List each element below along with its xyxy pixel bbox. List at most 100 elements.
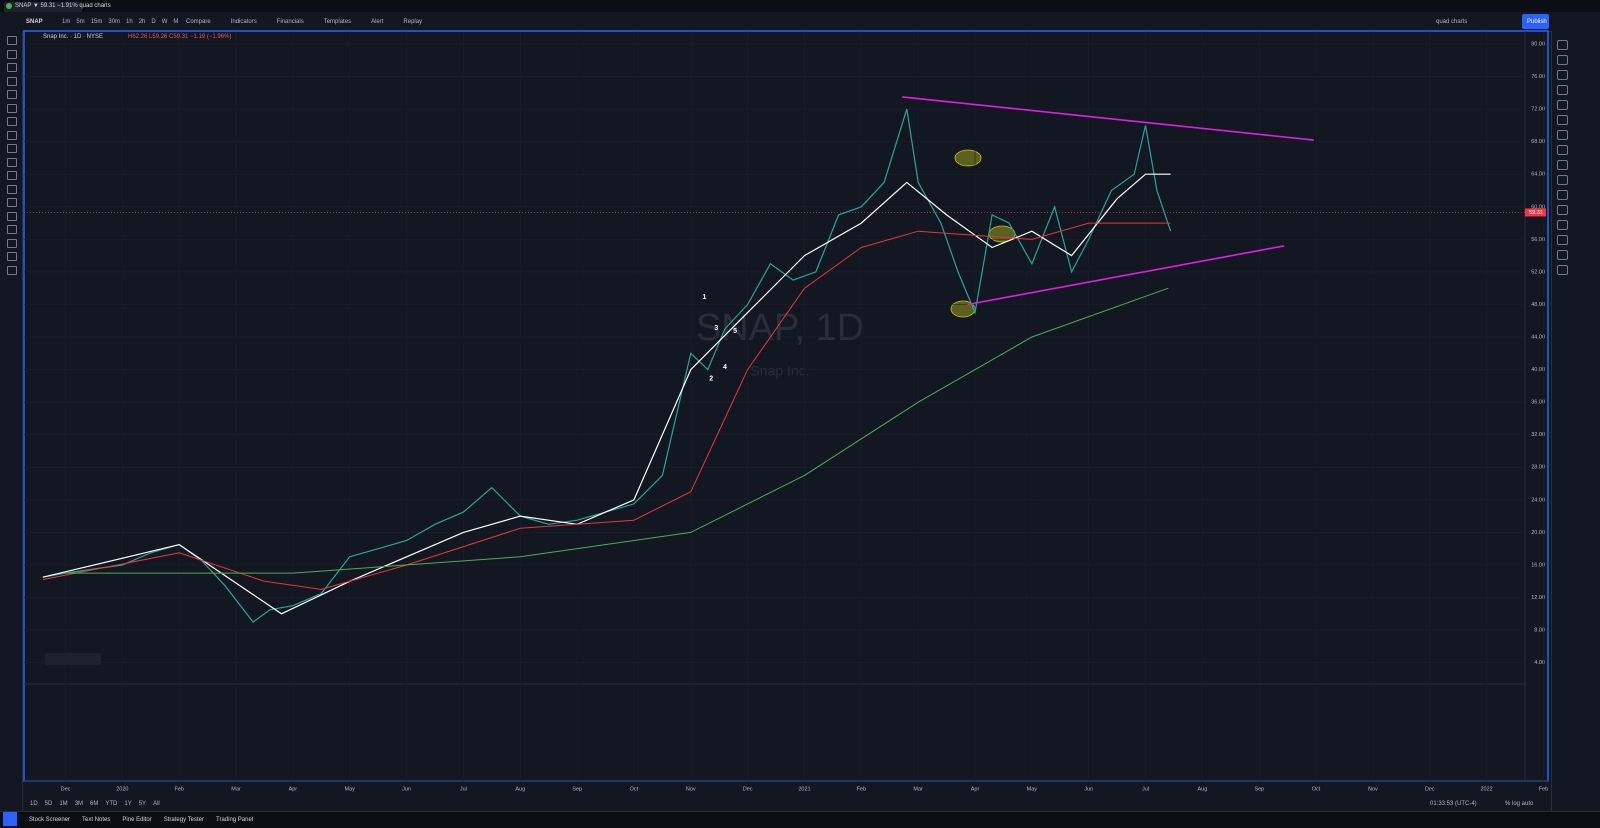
tool-icon[interactable] bbox=[7, 36, 17, 45]
interval-button[interactable]: 1m bbox=[62, 19, 71, 25]
ellipse-drawing[interactable] bbox=[954, 149, 982, 167]
y-tick-label: 4.00 bbox=[1534, 660, 1545, 666]
annotation: 3 bbox=[714, 325, 718, 332]
tool-icon[interactable] bbox=[7, 63, 17, 72]
tool-icon[interactable] bbox=[7, 117, 17, 126]
range-button[interactable]: YTD bbox=[105, 801, 118, 807]
range-button[interactable]: 1M bbox=[59, 801, 68, 807]
panel-tab[interactable]: Strategy Tester bbox=[163, 817, 204, 823]
sidebar-icon[interactable] bbox=[1557, 100, 1568, 110]
sidebar-icon[interactable] bbox=[1557, 115, 1568, 125]
range-button[interactable]: 3M bbox=[74, 801, 84, 807]
sidebar-icon[interactable] bbox=[1557, 70, 1568, 80]
tool-icon[interactable] bbox=[7, 76, 17, 86]
y-tick-label: 56.00 bbox=[1531, 237, 1545, 243]
toolbar-button[interactable]: Templates bbox=[323, 19, 352, 25]
y-tick-label: 20.00 bbox=[1531, 530, 1545, 536]
publish-button[interactable]: Publish bbox=[1527, 19, 1547, 25]
y-tick-label: 36.00 bbox=[1531, 400, 1545, 406]
sidebar-icon[interactable] bbox=[1557, 145, 1568, 155]
toolbar-button[interactable]: Alert bbox=[371, 19, 384, 25]
tool-icon[interactable] bbox=[7, 265, 17, 275]
range-button[interactable]: 1Y bbox=[124, 801, 132, 807]
panel-tab[interactable]: Text Notes bbox=[82, 817, 111, 823]
layout-name[interactable]: quad charts bbox=[1436, 19, 1468, 25]
sidebar-icon[interactable] bbox=[1557, 265, 1568, 275]
x-tick-label: Jul bbox=[1142, 786, 1149, 792]
sidebar-icon[interactable] bbox=[1557, 160, 1568, 170]
tool-icon[interactable] bbox=[7, 130, 17, 140]
range-button[interactable]: 5Y bbox=[138, 801, 147, 807]
y-tick-label: 80.00 bbox=[1531, 41, 1545, 47]
x-tick-label: Dec bbox=[61, 786, 71, 792]
chart-frame bbox=[23, 30, 1549, 782]
browser-tab[interactable] bbox=[4, 2, 82, 12]
sidebar-icon[interactable] bbox=[1557, 55, 1568, 65]
tool-icon[interactable] bbox=[7, 225, 17, 234]
range-button[interactable]: 5D bbox=[44, 801, 53, 807]
interval-button[interactable]: W bbox=[161, 19, 168, 25]
interval-button[interactable]: 2h bbox=[138, 19, 146, 25]
y-tick-label: 44.00 bbox=[1531, 335, 1545, 341]
tool-icon[interactable] bbox=[7, 90, 17, 99]
x-tick-label: May bbox=[345, 786, 356, 792]
sidebar-icon[interactable] bbox=[1557, 40, 1568, 50]
panel-tab[interactable]: Stock Screener bbox=[29, 817, 71, 823]
range-button[interactable]: 6M bbox=[90, 801, 99, 807]
x-tick-label: 2020 bbox=[116, 786, 128, 792]
tool-icon[interactable] bbox=[7, 198, 17, 207]
tool-icon[interactable] bbox=[7, 211, 17, 221]
tool-icon[interactable] bbox=[7, 49, 17, 59]
trendline bbox=[902, 96, 1314, 141]
interval-button[interactable]: 5m bbox=[76, 19, 85, 25]
y-tick-label: 48.00 bbox=[1531, 302, 1545, 308]
toolbar-button[interactable]: Replay bbox=[403, 19, 423, 25]
x-tick-label: Sep bbox=[1254, 786, 1264, 792]
x-tick-label: Feb bbox=[174, 786, 183, 792]
range-button[interactable]: All bbox=[153, 801, 160, 807]
sidebar-icon[interactable] bbox=[1557, 205, 1568, 215]
tool-icon[interactable] bbox=[7, 184, 17, 194]
sidebar-icon[interactable] bbox=[1557, 235, 1568, 245]
y-tick-label: 64.00 bbox=[1531, 172, 1545, 178]
panel-toggle[interactable] bbox=[3, 812, 17, 826]
sidebar-icon[interactable] bbox=[1557, 250, 1568, 260]
sidebar-icon[interactable] bbox=[1557, 220, 1568, 230]
tab-title[interactable]: SNAP ▼ 59.31 −1.91% quad charts bbox=[15, 3, 111, 9]
clock: 01:33:53 (UTC-4) bbox=[1430, 801, 1477, 807]
panel-tabs: Stock Screener Text Notes Pine Editor Strat… bbox=[29, 816, 253, 824]
x-tick-label: Nov bbox=[686, 786, 696, 792]
tool-group: Compare Indicators Financials Templates Aler… bbox=[186, 18, 422, 26]
interval-button[interactable]: 30m bbox=[108, 19, 121, 25]
tool-icon[interactable] bbox=[7, 157, 17, 167]
toolbar-button[interactable]: Financials bbox=[276, 19, 304, 25]
sidebar-icon[interactable] bbox=[1557, 190, 1568, 200]
last-price-box bbox=[1525, 208, 1546, 217]
panel-tab[interactable]: Trading Panel bbox=[216, 817, 254, 823]
annotation: 1 bbox=[702, 294, 706, 301]
symbol-search[interactable]: SNAP bbox=[26, 19, 43, 25]
sidebar-icon[interactable] bbox=[1557, 130, 1568, 140]
interval-button[interactable]: D bbox=[151, 19, 156, 25]
x-tick-label: 2022 bbox=[1480, 786, 1492, 792]
watermark-symbol: SNAP, 1D bbox=[696, 307, 864, 349]
drawing-toolbar-float[interactable] bbox=[45, 653, 101, 665]
annotation: 5 bbox=[733, 328, 737, 335]
interval-button[interactable]: M bbox=[173, 19, 179, 25]
tool-icon[interactable] bbox=[7, 103, 17, 113]
tool-icon[interactable] bbox=[7, 238, 17, 248]
toolbar-button[interactable]: Indicators bbox=[230, 19, 257, 25]
tool-icon[interactable] bbox=[7, 144, 17, 153]
sidebar-icon[interactable] bbox=[1557, 85, 1568, 95]
tool-icon[interactable] bbox=[7, 252, 17, 261]
scale-options[interactable]: % log auto bbox=[1505, 801, 1534, 807]
drawing-toolbar bbox=[0, 31, 23, 811]
panel-tab[interactable]: Pine Editor bbox=[122, 817, 152, 823]
range-button[interactable]: 1D bbox=[30, 801, 38, 807]
interval-button[interactable]: 1h bbox=[126, 19, 133, 25]
interval-button[interactable]: 15m bbox=[90, 19, 103, 25]
toolbar-button[interactable]: Compare bbox=[186, 19, 211, 25]
tool-icon[interactable] bbox=[7, 171, 17, 180]
sidebar-icon[interactable] bbox=[1557, 175, 1568, 185]
